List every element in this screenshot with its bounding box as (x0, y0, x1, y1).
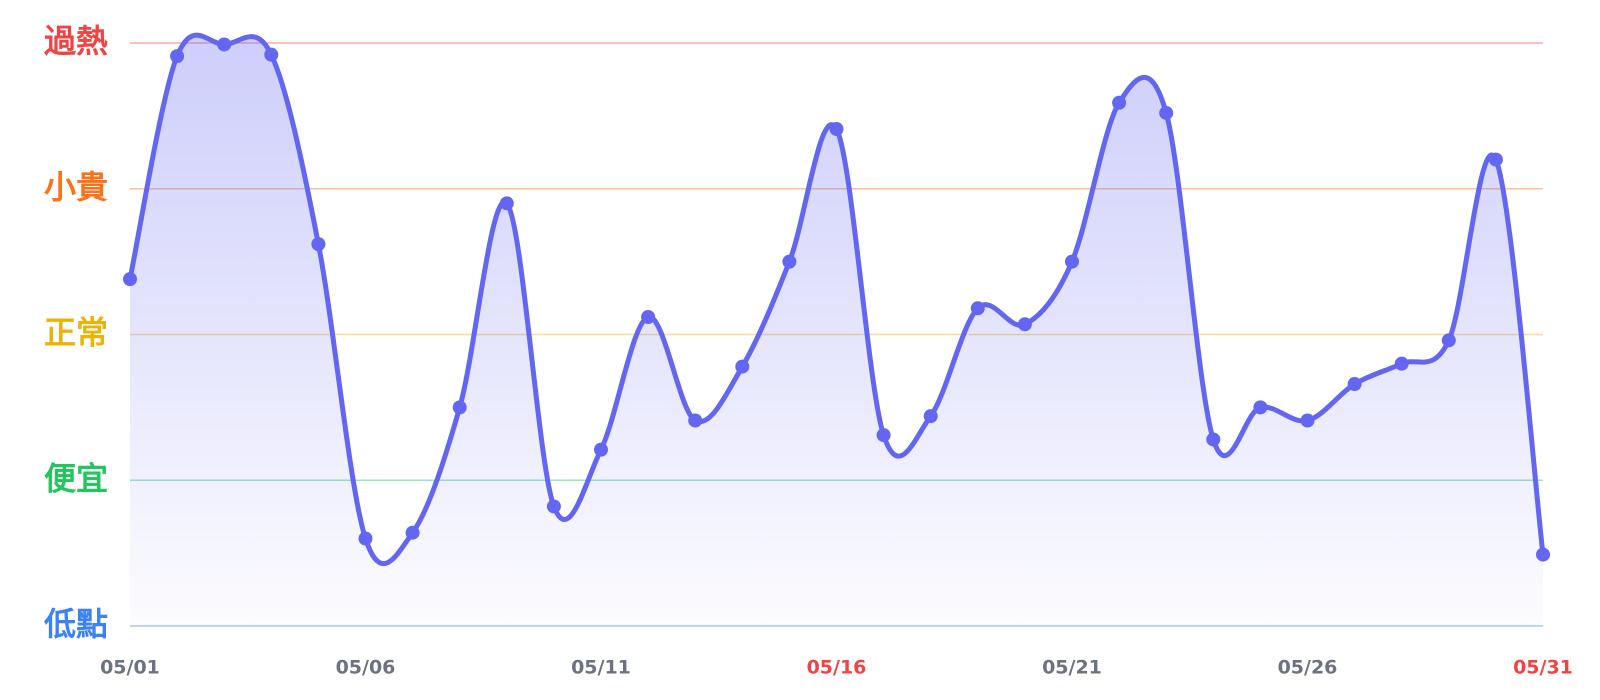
x-tick-label: 05/31 (1513, 657, 1573, 679)
point (123, 272, 137, 287)
x-tick-label: 05/11 (571, 657, 631, 679)
point (546, 499, 561, 514)
point (264, 47, 279, 62)
point (311, 237, 326, 252)
area (130, 35, 1543, 627)
point (1441, 333, 1456, 348)
y-tick-label: 小貴 (44, 168, 108, 206)
point (1065, 254, 1079, 269)
point (1347, 377, 1362, 392)
point (1112, 95, 1127, 110)
x-tick-label: 05/01 (100, 657, 160, 679)
point (970, 301, 985, 316)
point (1159, 105, 1174, 120)
point (1017, 317, 1032, 332)
point (358, 531, 373, 546)
point (735, 359, 750, 374)
point (782, 254, 797, 269)
point (829, 121, 844, 136)
x-tick-label: 05/26 (1278, 657, 1338, 679)
point (499, 196, 514, 211)
x-tick-label: 05/06 (336, 657, 396, 679)
point (170, 49, 185, 64)
x-tick-label: 05/16 (807, 657, 867, 679)
point (594, 442, 608, 457)
point (876, 428, 891, 443)
point (688, 413, 703, 428)
y-tick-label: 便宜 (44, 459, 108, 497)
point (452, 400, 467, 415)
point (405, 525, 420, 540)
point (1488, 152, 1503, 167)
y-tick-label: 低點 (44, 605, 108, 643)
y-tick-label: 過熱 (44, 22, 108, 60)
point (1394, 356, 1409, 371)
y-tick-label: 正常 (44, 314, 108, 352)
line (127, 32, 1546, 567)
point (1206, 432, 1221, 447)
point (1300, 413, 1315, 428)
point (217, 37, 232, 52)
point (1253, 400, 1268, 415)
point (1536, 547, 1550, 562)
point (923, 409, 938, 424)
point (641, 310, 656, 325)
x-tick-label: 05/21 (1042, 657, 1102, 679)
